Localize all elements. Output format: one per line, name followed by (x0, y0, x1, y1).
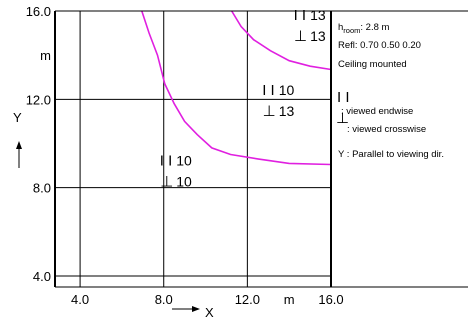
zone-labels: I I 13⊥ 13I I 10⊥ 13I I 10⊥ 10 (160, 7, 326, 191)
zone-crosswise-value-2: 10 (176, 174, 192, 190)
x-tick-label-3: m (284, 292, 295, 307)
x-axis-arrowhead (192, 306, 200, 312)
x-tick-labels: 4.0 8.0 12.0 m 16.0 (71, 292, 344, 307)
zone-crosswise-value-0: 13 (310, 28, 326, 44)
zone-endwise-symbol-0: I I (294, 7, 307, 24)
plot-frame (54, 10, 468, 288)
x-tick-label-4: 16.0 (318, 292, 343, 307)
y-tick-labels: 4.0 8.0 12.0 m 16.0 (26, 4, 51, 284)
limit-curve-1 (231, 10, 332, 71)
zone-endwise-symbol-2: I I (160, 153, 173, 170)
x-tick-label-2: 12.0 (235, 292, 260, 307)
room-height-text: hroom: 2.8 m (338, 22, 390, 35)
zone-endwise-value-2: 10 (176, 153, 192, 169)
zone-crosswise-value-1: 13 (279, 103, 295, 119)
y-axis-label: Y (13, 110, 22, 125)
x-axis-label-group: X (172, 305, 214, 320)
crosswise-legend-text: : viewed crosswise (347, 124, 426, 135)
x-axis-label: X (205, 305, 214, 320)
y-tick-label-4: 16.0 (26, 4, 51, 19)
y-note-text: Y : Parallel to viewing dir. (338, 149, 444, 160)
limit-curve-0 (141, 10, 332, 166)
grid-lines (55, 11, 331, 287)
room-height-sub: room (343, 26, 360, 35)
endwise-symbol-legend: I I (337, 89, 350, 106)
y-tick-label-0: 4.0 (33, 269, 51, 284)
x-tick-label-0: 4.0 (71, 292, 89, 307)
zone-crosswise-symbol-0: ⊥ (294, 28, 307, 45)
endwise-legend-text: : viewed endwise (341, 106, 413, 117)
zone-endwise-value-0: 13 (310, 7, 326, 23)
crosswise-symbol-legend: ⊥ (336, 110, 349, 127)
y-tick-label-2: 12.0 (26, 92, 51, 107)
room-height-value: : 2.8 m (360, 22, 389, 33)
mounting-text: Ceiling mounted (338, 59, 407, 70)
y-tick-label-1: 8.0 (33, 181, 51, 196)
side-panel: hroom: 2.8 m Refl: 0.70 0.50 0.20 Ceilin… (336, 22, 444, 160)
y-axis-arrowhead (16, 141, 22, 149)
reflectances-text: Refl: 0.70 0.50 0.20 (338, 40, 421, 51)
zone-crosswise-symbol-1: ⊥ (263, 103, 276, 120)
y-tick-label-3: m (40, 48, 51, 63)
limit-curves (141, 10, 332, 166)
zone-endwise-value-1: 10 (279, 82, 295, 98)
zone-crosswise-symbol-2: ⊥ (160, 174, 173, 191)
zone-endwise-symbol-1: I I (262, 82, 275, 99)
y-axis-label-group: Y (13, 110, 22, 168)
room-height-h: h (338, 22, 343, 33)
x-tick-label-1: 8.0 (155, 292, 173, 307)
